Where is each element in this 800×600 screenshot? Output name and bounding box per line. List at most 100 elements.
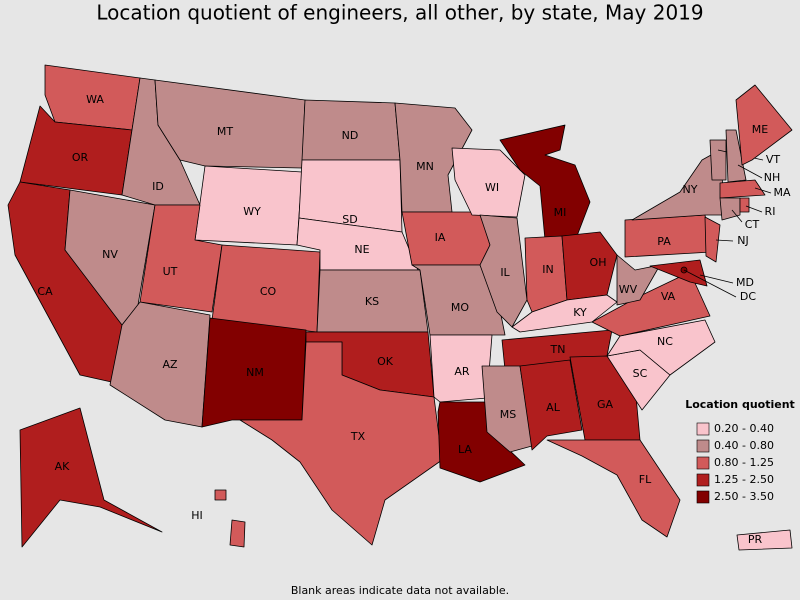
state xyxy=(704,216,721,263)
state-label: IL xyxy=(500,266,510,279)
state-label: OK xyxy=(377,355,394,368)
state-label: MS xyxy=(500,408,516,421)
state-label: CA xyxy=(37,285,53,298)
state xyxy=(214,489,227,501)
state-label: DC xyxy=(740,290,756,303)
legend-swatch xyxy=(696,456,710,470)
state xyxy=(519,359,583,451)
state xyxy=(401,211,491,266)
state-label: AK xyxy=(55,460,71,473)
state-label: NH xyxy=(764,171,781,184)
state-label: RI xyxy=(765,205,776,218)
state-label: UT xyxy=(163,265,178,278)
state xyxy=(429,334,493,403)
leader-line xyxy=(745,205,763,213)
state xyxy=(229,519,246,548)
state-label: IA xyxy=(435,231,446,244)
state-label: VT xyxy=(766,153,781,166)
state xyxy=(394,102,473,213)
state-label: HI xyxy=(191,509,203,522)
state xyxy=(19,407,163,548)
state xyxy=(451,147,526,218)
state-label: NY xyxy=(683,183,698,196)
state-label: NE xyxy=(354,243,369,256)
state-label: AR xyxy=(454,365,470,378)
state-label: IN xyxy=(542,263,553,276)
state-label: CT xyxy=(745,218,760,231)
leader-line xyxy=(715,239,734,242)
state xyxy=(479,214,528,328)
map-title: Location quotient of engineers, all othe… xyxy=(96,1,703,25)
state-label: KS xyxy=(365,295,379,308)
state-label: ID xyxy=(152,180,164,193)
state-label: CO xyxy=(260,285,277,298)
legend-label: 0.80 - 1.25 xyxy=(714,456,774,469)
state xyxy=(616,254,661,306)
state-label: MN xyxy=(416,160,434,173)
legend-swatch xyxy=(696,422,710,436)
state-label: TX xyxy=(350,430,366,443)
state-label: GA xyxy=(597,398,614,411)
legend-swatch xyxy=(696,473,710,487)
state-label: MD xyxy=(736,276,754,289)
leader-line xyxy=(731,209,743,223)
state xyxy=(739,197,750,213)
state-label: OH xyxy=(590,256,607,269)
state-label: PA xyxy=(657,235,671,248)
state xyxy=(154,79,306,169)
state-label: WI xyxy=(485,181,499,194)
leader-line xyxy=(683,269,737,298)
state xyxy=(561,231,618,301)
legend-label: 0.40 - 0.80 xyxy=(714,439,774,452)
state xyxy=(719,197,741,221)
state-label: ME xyxy=(752,123,768,136)
state-label: MO xyxy=(451,301,469,314)
state-label: NM xyxy=(246,366,264,379)
states: WA OR CA NV ID MT WY UT CO AZ NM ND SD NE KS OK TX MN IA MO… xyxy=(7,64,793,551)
state-label: AL xyxy=(546,401,561,414)
state-label: WV xyxy=(619,283,638,296)
state xyxy=(736,529,793,551)
state xyxy=(499,124,591,241)
state-label: NV xyxy=(102,248,118,261)
state-label: MI xyxy=(554,206,567,219)
legend-swatch xyxy=(696,490,710,504)
state-label: LA xyxy=(458,443,472,456)
leader-line xyxy=(737,164,763,179)
legend-label: 2.50 - 3.50 xyxy=(714,490,774,503)
state xyxy=(725,129,747,183)
leader-line xyxy=(754,187,772,194)
state xyxy=(511,294,618,333)
state-label: MA xyxy=(773,186,790,199)
legend-swatch xyxy=(696,439,710,453)
leader-line xyxy=(699,274,734,284)
state xyxy=(481,365,533,453)
state xyxy=(735,84,793,166)
state-label: NC xyxy=(657,335,673,348)
state-label: OR xyxy=(72,151,89,164)
legend-title: Location quotient xyxy=(685,398,795,411)
state xyxy=(649,259,708,287)
state xyxy=(239,341,443,546)
state-label: WY xyxy=(243,205,261,218)
state-label: SD xyxy=(342,213,357,226)
legend-label: 1.25 - 2.50 xyxy=(714,473,774,486)
footnote: Blank areas indicate data not available. xyxy=(291,584,509,597)
state xyxy=(709,139,727,181)
state-label: PR xyxy=(748,533,763,546)
state-label: VA xyxy=(661,290,676,303)
state xyxy=(719,179,766,199)
state-label: NJ xyxy=(737,234,748,247)
state-label: ND xyxy=(342,129,359,142)
state-label: KY xyxy=(573,306,587,319)
state-label: MT xyxy=(217,125,233,138)
state-label: SC xyxy=(633,367,648,380)
state-label: WA xyxy=(86,93,104,106)
state-label: FL xyxy=(639,473,652,486)
legend-label: 0.20 - 0.40 xyxy=(714,422,774,435)
state-label: TN xyxy=(550,343,566,356)
state-label: AZ xyxy=(162,358,178,371)
state xyxy=(546,439,681,538)
state xyxy=(109,301,211,428)
